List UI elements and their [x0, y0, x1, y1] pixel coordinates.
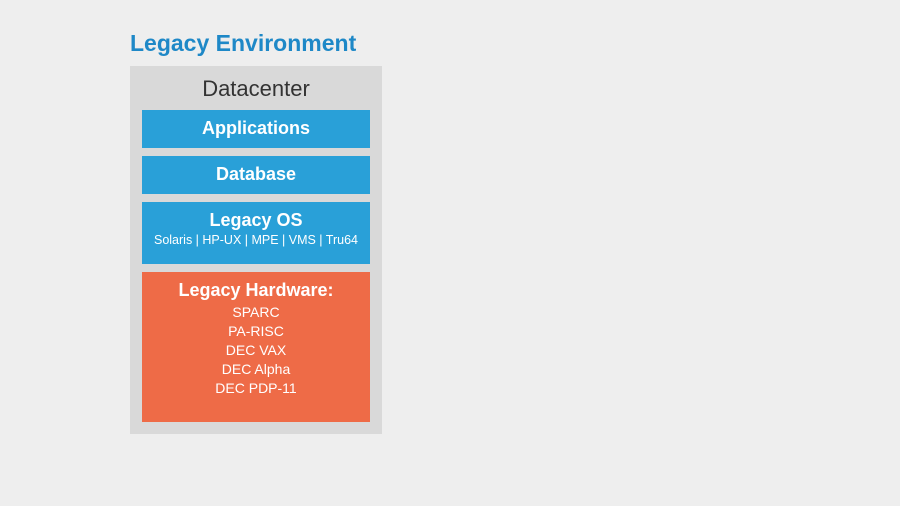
block-legacy-os-subtitle: Solaris | HP-UX | MPE | VMS | Tru64	[148, 233, 364, 247]
block-database-title: Database	[148, 164, 364, 185]
hw-item: DEC VAX	[148, 341, 364, 360]
block-applications-title: Applications	[148, 118, 364, 139]
block-legacy-hw-title: Legacy Hardware:	[148, 280, 364, 301]
block-legacy-hardware: Legacy Hardware: SPARC PA-RISC DEC VAX D…	[142, 272, 370, 422]
hw-item: DEC PDP-11	[148, 379, 364, 398]
block-legacy-hw-items: SPARC PA-RISC DEC VAX DEC Alpha DEC PDP-…	[148, 303, 364, 397]
datacenter-label: Datacenter	[142, 76, 370, 102]
block-legacy-os: Legacy OS Solaris | HP-UX | MPE | VMS | …	[142, 202, 370, 264]
diagram-title: Legacy Environment	[130, 30, 356, 57]
hw-item: PA-RISC	[148, 322, 364, 341]
hw-item: SPARC	[148, 303, 364, 322]
block-database: Database	[142, 156, 370, 194]
hw-item: DEC Alpha	[148, 360, 364, 379]
block-applications: Applications	[142, 110, 370, 148]
datacenter-container: Datacenter Applications Database Legacy …	[130, 66, 382, 434]
block-legacy-os-title: Legacy OS	[148, 210, 364, 231]
